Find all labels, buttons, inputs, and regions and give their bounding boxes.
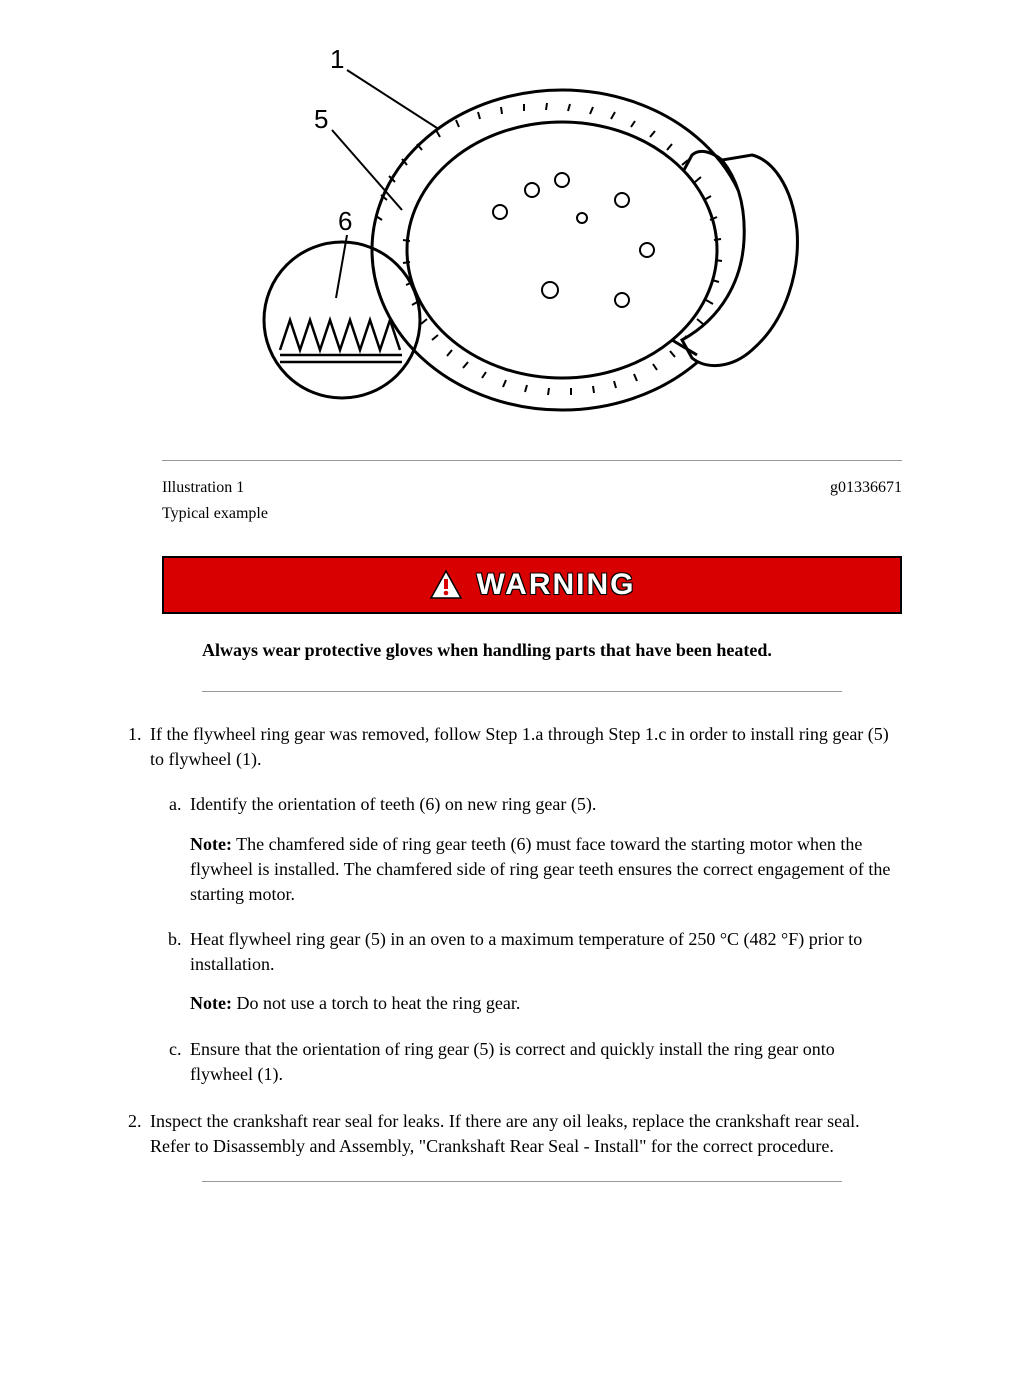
warning-banner: WARNING xyxy=(162,556,902,614)
flywheel-illustration: 1 5 6 xyxy=(252,40,812,440)
note-text: The chamfered side of ring gear teeth (6… xyxy=(190,834,890,904)
note-label: Note: xyxy=(190,993,232,1013)
note-label: Note: xyxy=(190,834,232,854)
procedure-list: If the flywheel ring gear was removed, f… xyxy=(122,722,892,1159)
callout-5: 5 xyxy=(314,104,328,134)
illustration-code: g01336671 xyxy=(830,477,902,499)
illustration-caption-row: Illustration 1 g01336671 xyxy=(162,477,902,499)
step-1a-text: Identify the orientation of teeth (6) on… xyxy=(190,794,596,814)
illustration-subcaption: Typical example xyxy=(162,503,902,525)
callout-6: 6 xyxy=(338,206,352,236)
step-1c-text: Ensure that the orientation of ring gear… xyxy=(190,1039,835,1084)
step-1b-text: Heat flywheel ring gear (5) in an oven t… xyxy=(190,929,862,974)
callout-1: 1 xyxy=(330,44,344,74)
warning-banner-text: WARNING xyxy=(477,564,636,606)
step-1b-note: Note: Do not use a torch to heat the rin… xyxy=(190,991,892,1016)
divider xyxy=(162,460,902,461)
step-2: Inspect the crankshaft rear seal for lea… xyxy=(146,1109,892,1159)
divider xyxy=(202,691,842,692)
step-2-text: Inspect the crankshaft rear seal for lea… xyxy=(150,1111,860,1156)
step-1b: Heat flywheel ring gear (5) in an oven t… xyxy=(186,927,892,1017)
illustration-label: Illustration 1 xyxy=(162,477,244,499)
document-content: 1 5 6 Illustration 1 g01336671 Typic xyxy=(122,40,902,1182)
step-1c: Ensure that the orientation of ring gear… xyxy=(186,1037,892,1087)
step-1a-note: Note: The chamfered side of ring gear te… xyxy=(190,832,892,908)
step-1a: Identify the orientation of teeth (6) on… xyxy=(186,792,892,907)
illustration-block: 1 5 6 Illustration 1 g01336671 Typic xyxy=(162,40,902,526)
warning-triangle-icon xyxy=(429,568,463,602)
step-1-substeps: Identify the orientation of teeth (6) on… xyxy=(150,792,892,1087)
step-1-text: If the flywheel ring gear was removed, f… xyxy=(150,724,889,769)
warning-body: Always wear protective gloves when handl… xyxy=(202,638,842,663)
note-text: Do not use a torch to heat the ring gear… xyxy=(232,993,520,1013)
divider xyxy=(202,1181,842,1182)
step-1: If the flywheel ring gear was removed, f… xyxy=(146,722,892,1087)
